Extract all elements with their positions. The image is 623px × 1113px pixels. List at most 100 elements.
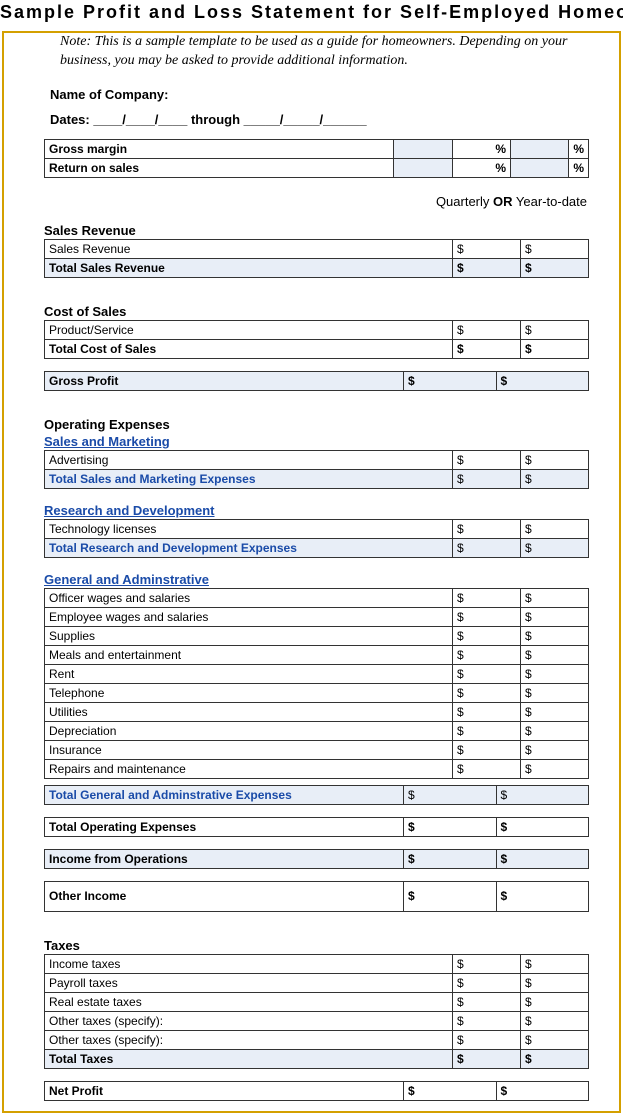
- other-income-y[interactable]: $: [496, 881, 588, 911]
- row-q[interactable]: $: [453, 1030, 521, 1049]
- row-q[interactable]: $: [453, 626, 521, 645]
- row-y[interactable]: $: [521, 1011, 589, 1030]
- gross-margin-q-blank[interactable]: [394, 139, 452, 158]
- row-y[interactable]: $: [521, 588, 589, 607]
- row-q[interactable]: $: [453, 973, 521, 992]
- row-y[interactable]: $: [521, 664, 589, 683]
- total-y[interactable]: $: [521, 538, 589, 557]
- row-label: Depreciation: [45, 721, 453, 740]
- table-row: Payroll taxes$$: [45, 973, 589, 992]
- gross-margin-y-blank[interactable]: [511, 139, 569, 158]
- row-y[interactable]: $: [521, 740, 589, 759]
- total-q[interactable]: $: [453, 469, 521, 488]
- row-q[interactable]: $: [453, 239, 521, 258]
- other-income-q[interactable]: $: [404, 881, 496, 911]
- row-y[interactable]: $: [521, 973, 589, 992]
- table-row: Rent$$: [45, 664, 589, 683]
- total-y[interactable]: $: [521, 469, 589, 488]
- row-y[interactable]: $: [521, 759, 589, 778]
- total-y[interactable]: $: [521, 1049, 589, 1068]
- row-y[interactable]: $: [521, 239, 589, 258]
- row-q[interactable]: $: [453, 450, 521, 469]
- sales-marketing-header: Sales and Marketing: [44, 434, 589, 449]
- row-label: Technology licenses: [45, 519, 453, 538]
- row-label: Other taxes (specify):: [45, 1011, 453, 1030]
- row-q[interactable]: $: [453, 1011, 521, 1030]
- row-label: Other taxes (specify):: [45, 1030, 453, 1049]
- row-q[interactable]: $: [453, 992, 521, 1011]
- row-q[interactable]: $: [453, 721, 521, 740]
- total-q[interactable]: $: [453, 339, 521, 358]
- row-y[interactable]: $: [521, 1030, 589, 1049]
- total-label: Total General and Adminstrative Expenses: [45, 785, 404, 804]
- row-q[interactable]: $: [453, 588, 521, 607]
- income-from-operations-q[interactable]: $: [404, 849, 496, 868]
- return-on-sales-label: Return on sales: [45, 158, 394, 177]
- total-row: Total Sales and Marketing Expenses $ $: [45, 469, 589, 488]
- row-y[interactable]: $: [521, 450, 589, 469]
- row-y[interactable]: $: [521, 519, 589, 538]
- return-on-sales-y-blank[interactable]: [511, 158, 569, 177]
- row-y[interactable]: $: [521, 683, 589, 702]
- row-y[interactable]: $: [521, 992, 589, 1011]
- sales-marketing-table: Advertising $ $ Total Sales and Marketin…: [44, 450, 589, 489]
- return-on-sales-q-blank[interactable]: [394, 158, 452, 177]
- income-from-operations-row: Income from Operations $ $: [45, 849, 589, 868]
- total-operating-expenses-q[interactable]: $: [404, 817, 496, 836]
- gross-profit-q[interactable]: $: [404, 371, 496, 390]
- row-label: Employee wages and salaries: [45, 607, 453, 626]
- table-row: Product/Service $ $: [45, 320, 589, 339]
- row-y[interactable]: $: [521, 626, 589, 645]
- document-frame: Note: This is a sample template to be us…: [2, 31, 621, 1113]
- row-label: Payroll taxes: [45, 973, 453, 992]
- ga-header: General and Adminstrative: [44, 572, 589, 587]
- row-y[interactable]: $: [521, 702, 589, 721]
- row-q[interactable]: $: [453, 607, 521, 626]
- row-q[interactable]: $: [453, 320, 521, 339]
- total-y[interactable]: $: [521, 258, 589, 277]
- table-row: Depreciation$$: [45, 721, 589, 740]
- table-row: Income taxes$$: [45, 954, 589, 973]
- table-row: Officer wages and salaries$$: [45, 588, 589, 607]
- row-q[interactable]: $: [453, 664, 521, 683]
- total-operating-expenses-row: Total Operating Expenses $ $: [45, 817, 589, 836]
- total-q[interactable]: $: [453, 258, 521, 277]
- gross-profit-y[interactable]: $: [496, 371, 588, 390]
- row-label: Repairs and maintenance: [45, 759, 453, 778]
- total-y[interactable]: $: [521, 339, 589, 358]
- row-y[interactable]: $: [521, 954, 589, 973]
- income-from-operations-y[interactable]: $: [496, 849, 588, 868]
- table-row: Meals and entertainment$$: [45, 645, 589, 664]
- row-q[interactable]: $: [453, 683, 521, 702]
- row-q[interactable]: $: [453, 740, 521, 759]
- row-label: Insurance: [45, 740, 453, 759]
- table-row: Utilities$$: [45, 702, 589, 721]
- total-operating-expenses-y[interactable]: $: [496, 817, 588, 836]
- row-q[interactable]: $: [453, 519, 521, 538]
- cost-of-sales-table: Product/Service $ $ Total Cost of Sales …: [44, 320, 589, 359]
- total-operating-expenses-table: Total Operating Expenses $ $: [44, 817, 589, 837]
- row-q[interactable]: $: [453, 645, 521, 664]
- total-q[interactable]: $: [404, 785, 496, 804]
- row-q[interactable]: $: [453, 702, 521, 721]
- total-q[interactable]: $: [453, 538, 521, 557]
- row-q[interactable]: $: [453, 954, 521, 973]
- rnd-header: Research and Development: [44, 503, 589, 518]
- row-y[interactable]: $: [521, 645, 589, 664]
- row-y[interactable]: $: [521, 320, 589, 339]
- row-label: Officer wages and salaries: [45, 588, 453, 607]
- table-row: Advertising $ $: [45, 450, 589, 469]
- dates-label: Dates: ____/____/____ through _____/____…: [4, 112, 619, 127]
- total-q[interactable]: $: [453, 1049, 521, 1068]
- total-y[interactable]: $: [496, 785, 588, 804]
- operating-expenses-header: Operating Expenses: [44, 417, 589, 432]
- other-income-label: Other Income: [45, 881, 404, 911]
- row-label: Utilities: [45, 702, 453, 721]
- table-row: Telephone$$: [45, 683, 589, 702]
- row-y[interactable]: $: [521, 721, 589, 740]
- row-q[interactable]: $: [453, 759, 521, 778]
- total-operating-expenses-label: Total Operating Expenses: [45, 817, 404, 836]
- income-from-operations-label: Income from Operations: [45, 849, 404, 868]
- row-y[interactable]: $: [521, 607, 589, 626]
- gross-profit-label: Gross Profit: [45, 371, 404, 390]
